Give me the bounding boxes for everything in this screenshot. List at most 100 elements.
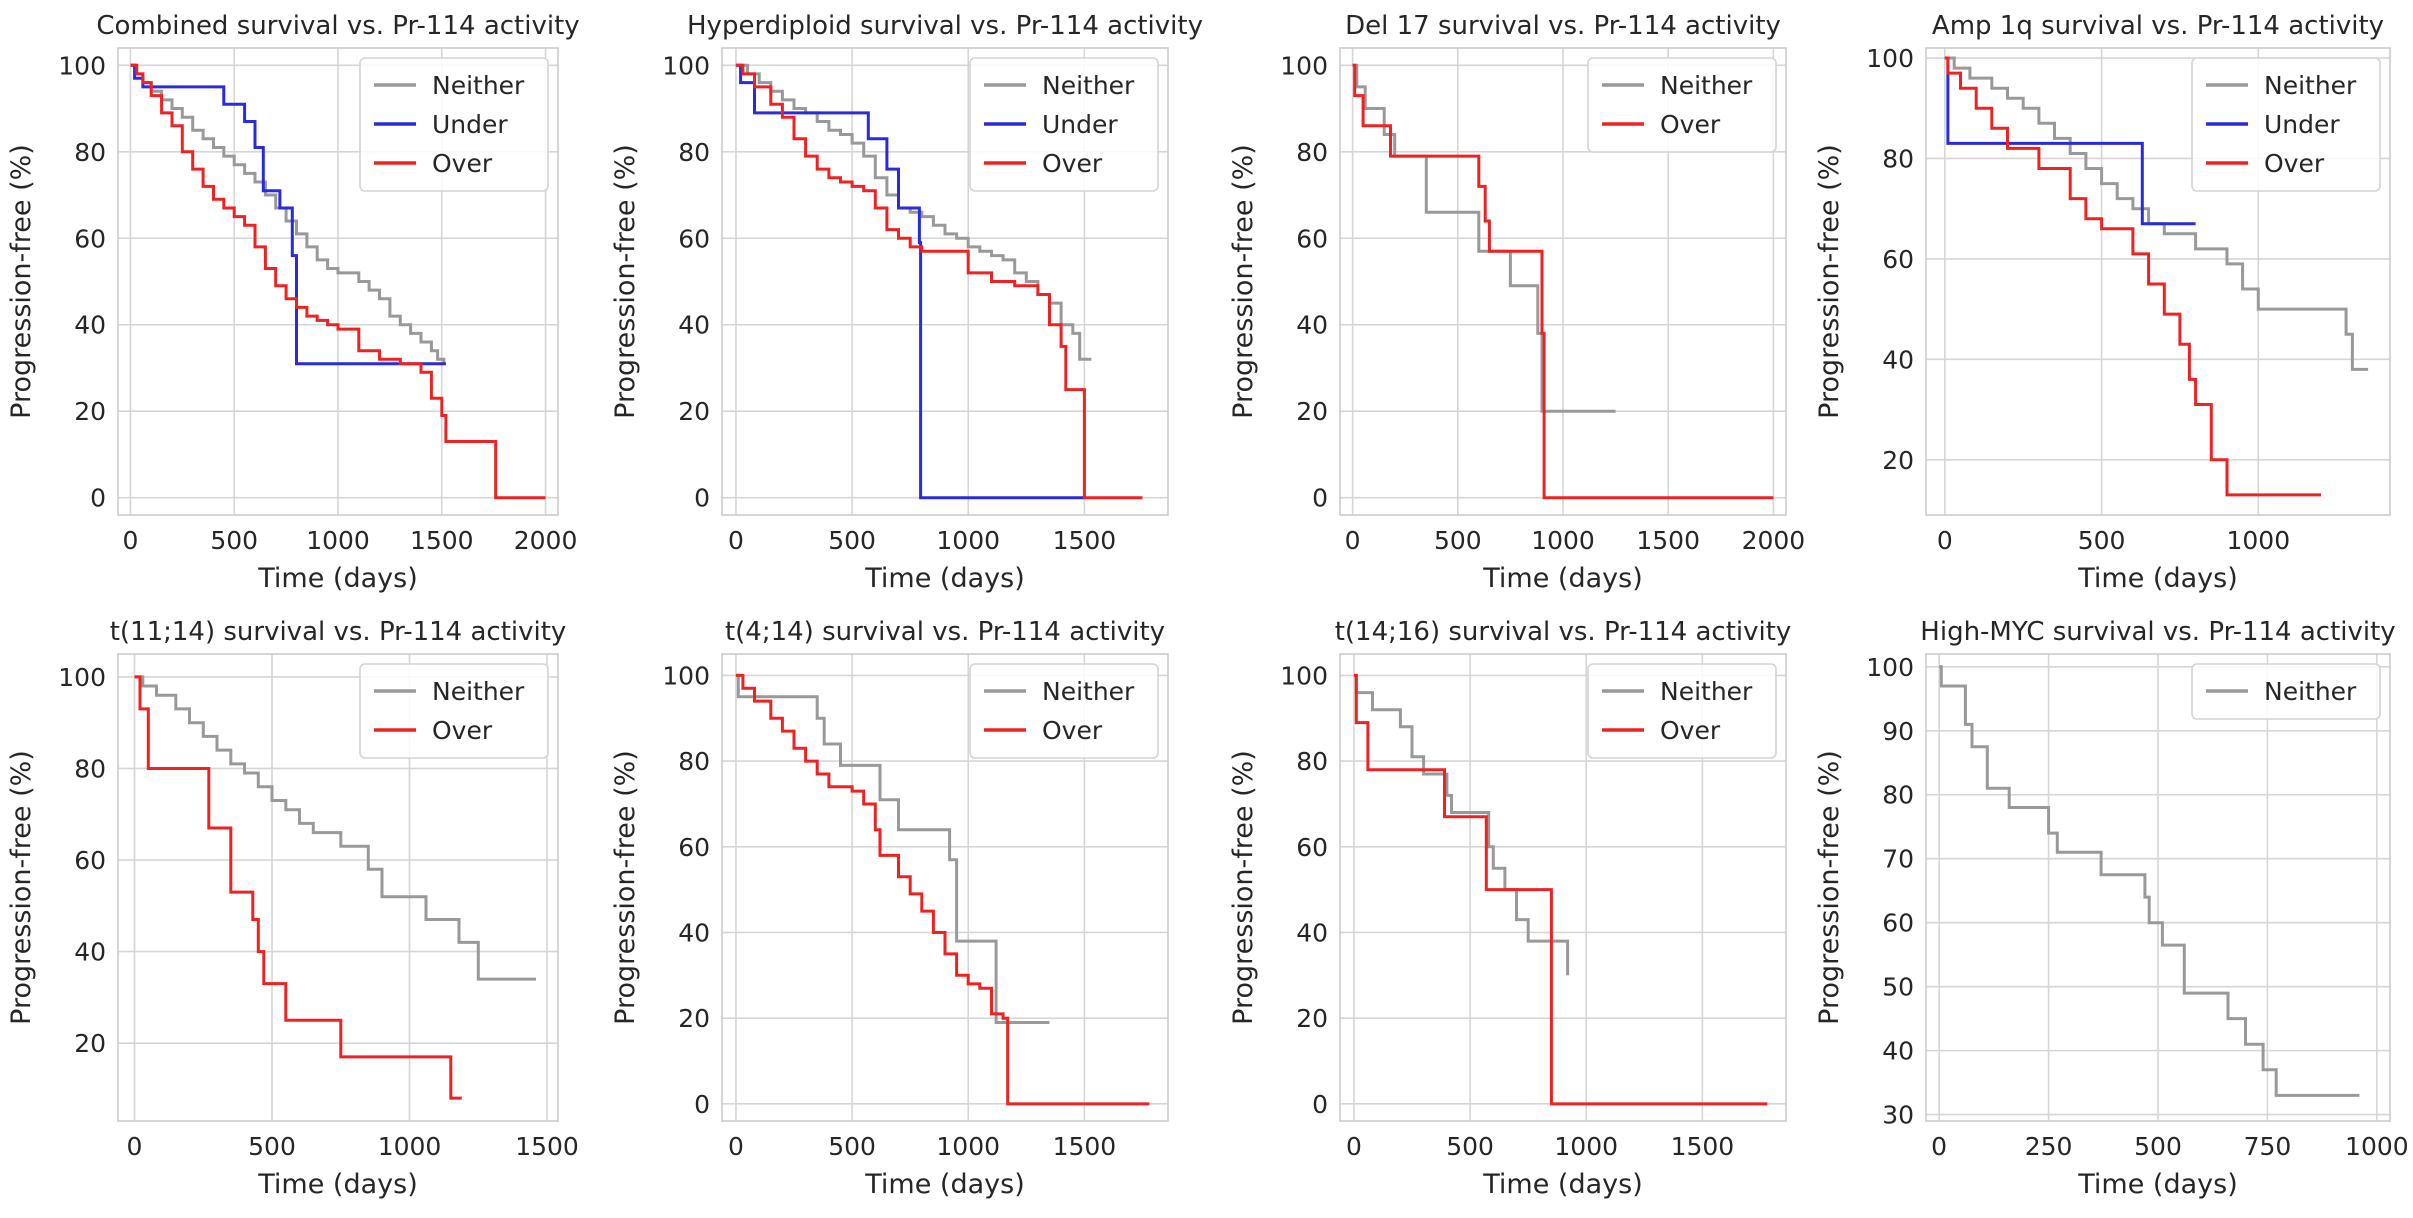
x-tick-label: 1500 — [515, 1132, 579, 1161]
y-axis-label: Progression-free (%) — [1814, 750, 1845, 1025]
y-axis-label: Progression-free (%) — [610, 144, 641, 419]
legend: Neither Over — [359, 663, 549, 759]
plot-frame — [117, 653, 559, 1122]
plot-frame — [721, 653, 1169, 1122]
y-tick-label: 100 — [1280, 661, 1328, 690]
legend-box — [1587, 57, 1777, 153]
legend-box — [2191, 57, 2381, 192]
chart-panel-8: 0 250 500 750 1000 30 40 50 60 70 80 90 100High-MYC … — [1814, 617, 2409, 1200]
y-tick-label: 80 — [1296, 138, 1328, 167]
y-tick-label: 0 — [694, 1090, 710, 1119]
y-tick-label: 0 — [90, 484, 106, 513]
series-line-neither — [134, 675, 536, 981]
legend-label: Under — [1042, 110, 1118, 139]
x-tick-label: 1500 — [410, 526, 474, 555]
y-axis-label: Progression-free (%) — [6, 750, 37, 1025]
chart-title: t(14;16) survival vs. Pr-114 activity — [1335, 617, 1792, 647]
series-line-neither — [1944, 56, 2369, 371]
legend-label: Neither — [2264, 71, 2357, 100]
plot-frame — [1925, 47, 2391, 516]
legend: Neither Under Over — [2191, 57, 2381, 192]
legend-label: Neither — [1042, 71, 1135, 100]
x-tick-label: 0 — [728, 526, 744, 555]
legend-label: Neither — [432, 677, 525, 706]
x-axis-label: Time (days) — [1482, 1169, 1642, 1200]
y-tick-label: 0 — [1312, 484, 1328, 513]
series-line-over — [134, 675, 462, 1100]
y-tick-label: 40 — [1296, 311, 1328, 340]
y-tick-label: 40 — [1882, 345, 1914, 374]
y-tick-label: 80 — [1296, 747, 1328, 776]
x-tick-label: 0 — [1345, 526, 1361, 555]
x-tick-label: 1000 — [2345, 1132, 2409, 1161]
y-tick-label: 70 — [1882, 845, 1914, 874]
x-tick-label: 500 — [210, 526, 258, 555]
chart-panel-1: 0 500 1000 1500 2000 0 20 40 60 80 100 Combined sur… — [6, 11, 580, 594]
plot-frame — [117, 47, 559, 516]
legend: Neither Under Over — [969, 57, 1159, 192]
x-tick-label: 750 — [2244, 1132, 2292, 1161]
y-tick-label: 60 — [678, 833, 710, 862]
y-tick-label: 40 — [1882, 1037, 1914, 1066]
y-tick-label: 0 — [694, 484, 710, 513]
legend: Neither Under Over — [359, 57, 549, 192]
legend-box — [969, 663, 1159, 759]
y-tick-label: 20 — [1296, 1004, 1328, 1033]
legend: Neither Over — [1587, 57, 1777, 153]
y-tick-label: 20 — [1882, 446, 1914, 475]
chart-panel-6: 0 500 1000 1500 0 20 40 60 80 100 t(4;14) survival… — [610, 617, 1169, 1200]
x-tick-label: 1000 — [378, 1132, 442, 1161]
x-tick-label: 500 — [1434, 526, 1482, 555]
y-tick-label: 40 — [678, 918, 710, 947]
legend-label: Over — [2264, 149, 2325, 178]
legend-label: Over — [1042, 716, 1103, 745]
series-line-over — [735, 63, 1143, 500]
x-axis-label: Time (days) — [864, 563, 1024, 594]
x-tick-label: 500 — [2134, 1132, 2182, 1161]
y-tick-label: 80 — [678, 747, 710, 776]
y-tick-label: 100 — [1280, 51, 1328, 80]
x-tick-label: 1000 — [936, 526, 1000, 555]
y-axis-label: Progression-free (%) — [6, 144, 37, 419]
series-line-over — [1353, 673, 1768, 1106]
legend-label: Neither — [1660, 71, 1753, 100]
y-tick-label: 80 — [1882, 144, 1914, 173]
series-line-over — [130, 63, 546, 500]
legend-box — [1587, 663, 1777, 759]
legend-label: Neither — [1042, 677, 1135, 706]
x-tick-label: 0 — [127, 1132, 143, 1161]
y-tick-label: 100 — [662, 51, 710, 80]
x-axis-label: Time (days) — [864, 1169, 1024, 1200]
y-tick-label: 90 — [1882, 717, 1914, 746]
y-tick-label: 80 — [1882, 781, 1914, 810]
chart-panel-4: 0 500 1000 20 40 60 80 100 Amp 1q survival vs. P… — [1814, 11, 2391, 594]
y-tick-label: 60 — [74, 846, 106, 875]
chart-title: Combined survival vs. Pr-114 activity — [96, 11, 579, 41]
x-tick-label: 1000 — [1554, 1132, 1618, 1161]
y-tick-label: 20 — [678, 397, 710, 426]
legend: Neither Over — [969, 663, 1159, 759]
x-tick-label: 500 — [1446, 1132, 1494, 1161]
legend-label: Over — [432, 149, 493, 178]
y-tick-label: 100 — [58, 663, 106, 692]
series-line-under — [735, 63, 1085, 500]
legend-label: Neither — [2264, 677, 2357, 706]
chart-title: t(4;14) survival vs. Pr-114 activity — [725, 617, 1165, 647]
x-tick-label: 250 — [2025, 1132, 2073, 1161]
y-axis-label: Progression-free (%) — [610, 750, 641, 1025]
chart-title: Amp 1q survival vs. Pr-114 activity — [1932, 11, 2384, 41]
y-tick-label: 100 — [1866, 44, 1914, 73]
y-tick-label: 0 — [1312, 1090, 1328, 1119]
x-axis-label: Time (days) — [2077, 1169, 2237, 1200]
y-tick-label: 80 — [74, 754, 106, 783]
x-tick-label: 1000 — [306, 526, 370, 555]
x-axis-label: Time (days) — [257, 563, 417, 594]
legend-box — [2191, 663, 2381, 720]
x-tick-label: 2000 — [514, 526, 578, 555]
legend: Neither Over — [1587, 663, 1777, 759]
x-tick-label: 0 — [1931, 1132, 1947, 1161]
legend-label: Over — [1660, 110, 1721, 139]
